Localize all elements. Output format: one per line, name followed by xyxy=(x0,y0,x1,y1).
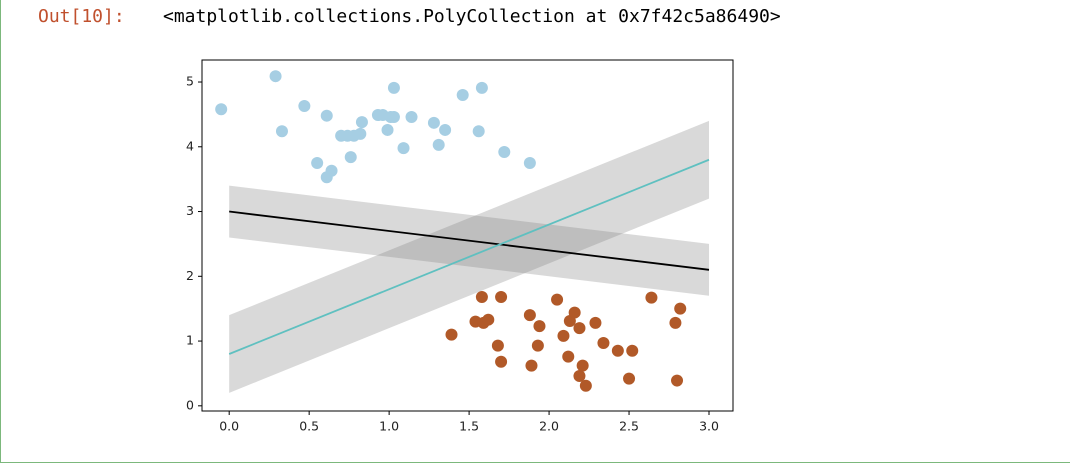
point xyxy=(427,116,440,129)
point xyxy=(387,110,400,123)
x-tick-label: 3.0 xyxy=(699,419,719,434)
point xyxy=(397,142,410,155)
x-tick-label: 0.5 xyxy=(299,419,319,434)
y-tick-label: 5 xyxy=(186,74,194,89)
point xyxy=(475,81,488,94)
point xyxy=(498,145,511,158)
fit-line xyxy=(228,158,710,355)
x-tick-label: 1.0 xyxy=(379,419,399,434)
point xyxy=(387,81,400,94)
point xyxy=(523,309,536,322)
point xyxy=(671,374,684,387)
point xyxy=(589,316,602,329)
point xyxy=(325,164,338,177)
output-prompt: Out[10]: xyxy=(38,6,125,27)
point xyxy=(611,344,624,357)
point xyxy=(215,103,228,116)
point xyxy=(533,320,546,333)
point xyxy=(523,156,536,169)
point xyxy=(551,293,564,306)
point xyxy=(495,355,508,368)
x-tick-label: 0.0 xyxy=(219,419,239,434)
point xyxy=(432,138,445,151)
point xyxy=(275,125,288,138)
y-tick-label: 4 xyxy=(186,138,194,153)
point xyxy=(557,329,570,342)
axes-frame xyxy=(201,59,734,412)
x-tick-label: 1.5 xyxy=(459,419,479,434)
point xyxy=(439,123,452,136)
x-tick-label: 2.5 xyxy=(619,419,639,434)
point xyxy=(354,127,367,140)
point xyxy=(623,372,636,385)
point xyxy=(568,306,581,319)
point xyxy=(355,116,368,129)
y-tick-label: 3 xyxy=(186,203,194,218)
point xyxy=(573,322,586,335)
y-tick-label: 2 xyxy=(186,268,194,283)
x-tick-label: 2.0 xyxy=(539,419,559,434)
point xyxy=(669,316,682,329)
point xyxy=(495,291,508,304)
point xyxy=(472,125,485,138)
point xyxy=(269,70,282,83)
point xyxy=(579,379,592,392)
point xyxy=(381,123,394,136)
point xyxy=(320,109,333,122)
point xyxy=(597,337,610,350)
point xyxy=(482,313,495,326)
plot: 0.0 0.5 1.0 1.5 2.0 2.5 3.0 0 1 2 3 4 5 xyxy=(186,59,734,434)
point xyxy=(344,151,357,164)
point xyxy=(674,302,687,315)
point xyxy=(405,110,418,123)
output-text: <matplotlib.collections.PolyCollection a… xyxy=(163,6,781,27)
point xyxy=(491,339,504,352)
point xyxy=(626,344,639,357)
point xyxy=(525,359,538,372)
point xyxy=(645,291,658,304)
point xyxy=(445,328,458,341)
point xyxy=(298,99,311,112)
point xyxy=(531,339,544,352)
fit-line xyxy=(229,210,710,271)
y-tick-label: 0 xyxy=(186,397,194,412)
point xyxy=(475,291,488,304)
point xyxy=(562,350,575,363)
point xyxy=(576,359,589,372)
point xyxy=(311,156,324,169)
point xyxy=(456,88,469,101)
y-tick-label: 1 xyxy=(186,333,194,348)
point xyxy=(573,370,586,383)
